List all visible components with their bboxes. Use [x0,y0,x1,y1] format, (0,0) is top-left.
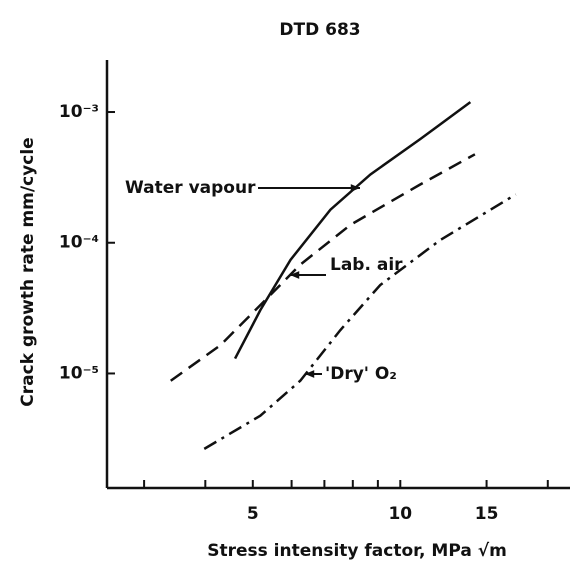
x-axis-label: Stress intensity factor, MPa √m [207,541,507,561]
series-label: Water vapour [125,178,256,198]
y-axis-label: Crack growth rate mm/cycle [18,137,38,406]
series-label: Lab. air [330,255,403,275]
series-label: 'Dry' O₂ [325,364,397,384]
line [233,101,472,360]
y-tick-label: 10⁻⁵ [59,363,99,383]
y-tick-label: 10⁻⁴ [59,233,99,253]
arrow-head [305,370,315,378]
arrow-head [290,271,300,279]
x-tick-label: 15 [475,504,499,524]
line [170,153,476,382]
x-tick-label: 5 [247,504,259,524]
line [203,193,517,450]
chart-title: DTD 683 [279,20,360,40]
y-tick-label: 10⁻³ [59,102,99,122]
x-tick-label: 10 [388,504,412,524]
arrow-head [350,184,360,192]
